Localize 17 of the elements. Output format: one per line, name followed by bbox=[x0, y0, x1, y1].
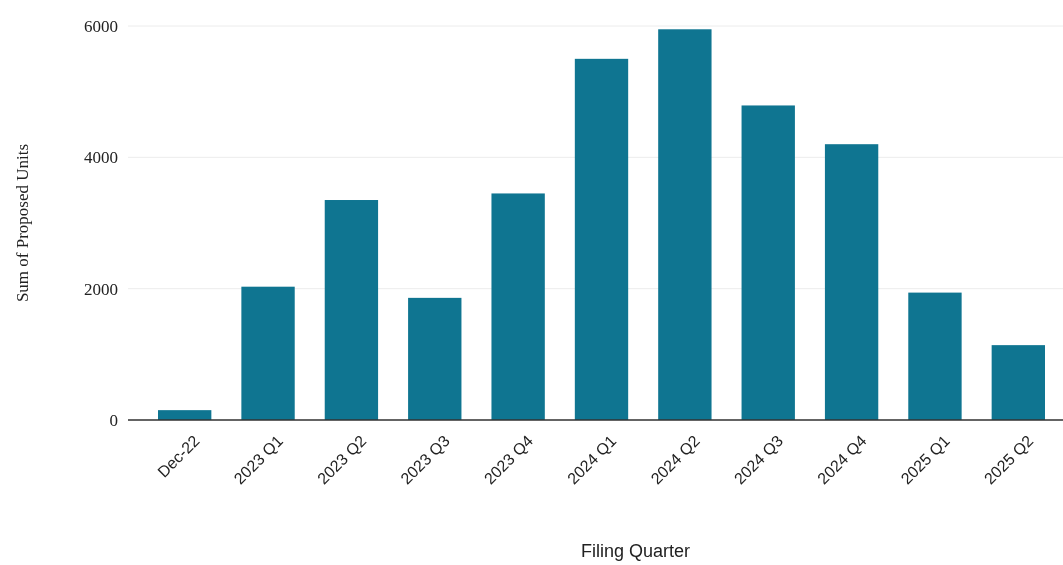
y-tick-label: 6000 bbox=[84, 16, 118, 36]
x-axis-title: Filing Quarter bbox=[580, 541, 691, 561]
bar bbox=[158, 410, 212, 420]
bar bbox=[324, 200, 379, 420]
y-axis-title: Sum of Proposed Units bbox=[13, 143, 32, 303]
bar bbox=[491, 193, 545, 420]
bar bbox=[241, 286, 295, 420]
bar bbox=[991, 345, 1045, 420]
y-tick-label: 4000 bbox=[84, 148, 118, 168]
bar bbox=[908, 292, 962, 420]
bar bbox=[408, 297, 462, 420]
bar bbox=[824, 144, 879, 420]
y-tick-label: 2000 bbox=[84, 279, 118, 299]
bar bbox=[658, 29, 712, 420]
bar bbox=[741, 105, 795, 420]
bar bbox=[574, 58, 629, 420]
y-tick-label: 0 bbox=[109, 410, 118, 430]
